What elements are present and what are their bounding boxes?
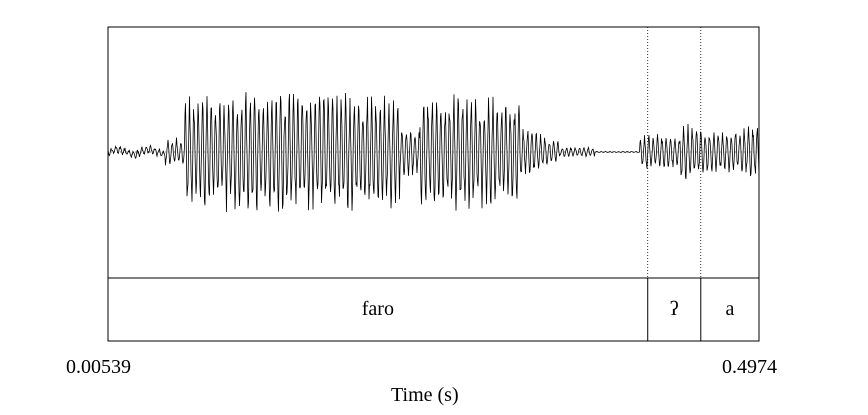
- interval-label-faro: faro: [361, 298, 394, 320]
- time-axis-title: Time (s): [391, 384, 459, 406]
- waveform-panel: [107, 26, 760, 279]
- interval-label-glottal-stop: ʔ: [669, 298, 679, 320]
- interval-label-a: a: [725, 298, 735, 320]
- interval-boundaries: [647, 27, 702, 341]
- textgrid-tier: [107, 277, 760, 342]
- time-start-label: 0.00539: [66, 356, 131, 378]
- waveform-trace: [107, 92, 760, 213]
- time-end-label: 0.4974: [722, 356, 777, 378]
- tier-frame: [107, 277, 760, 342]
